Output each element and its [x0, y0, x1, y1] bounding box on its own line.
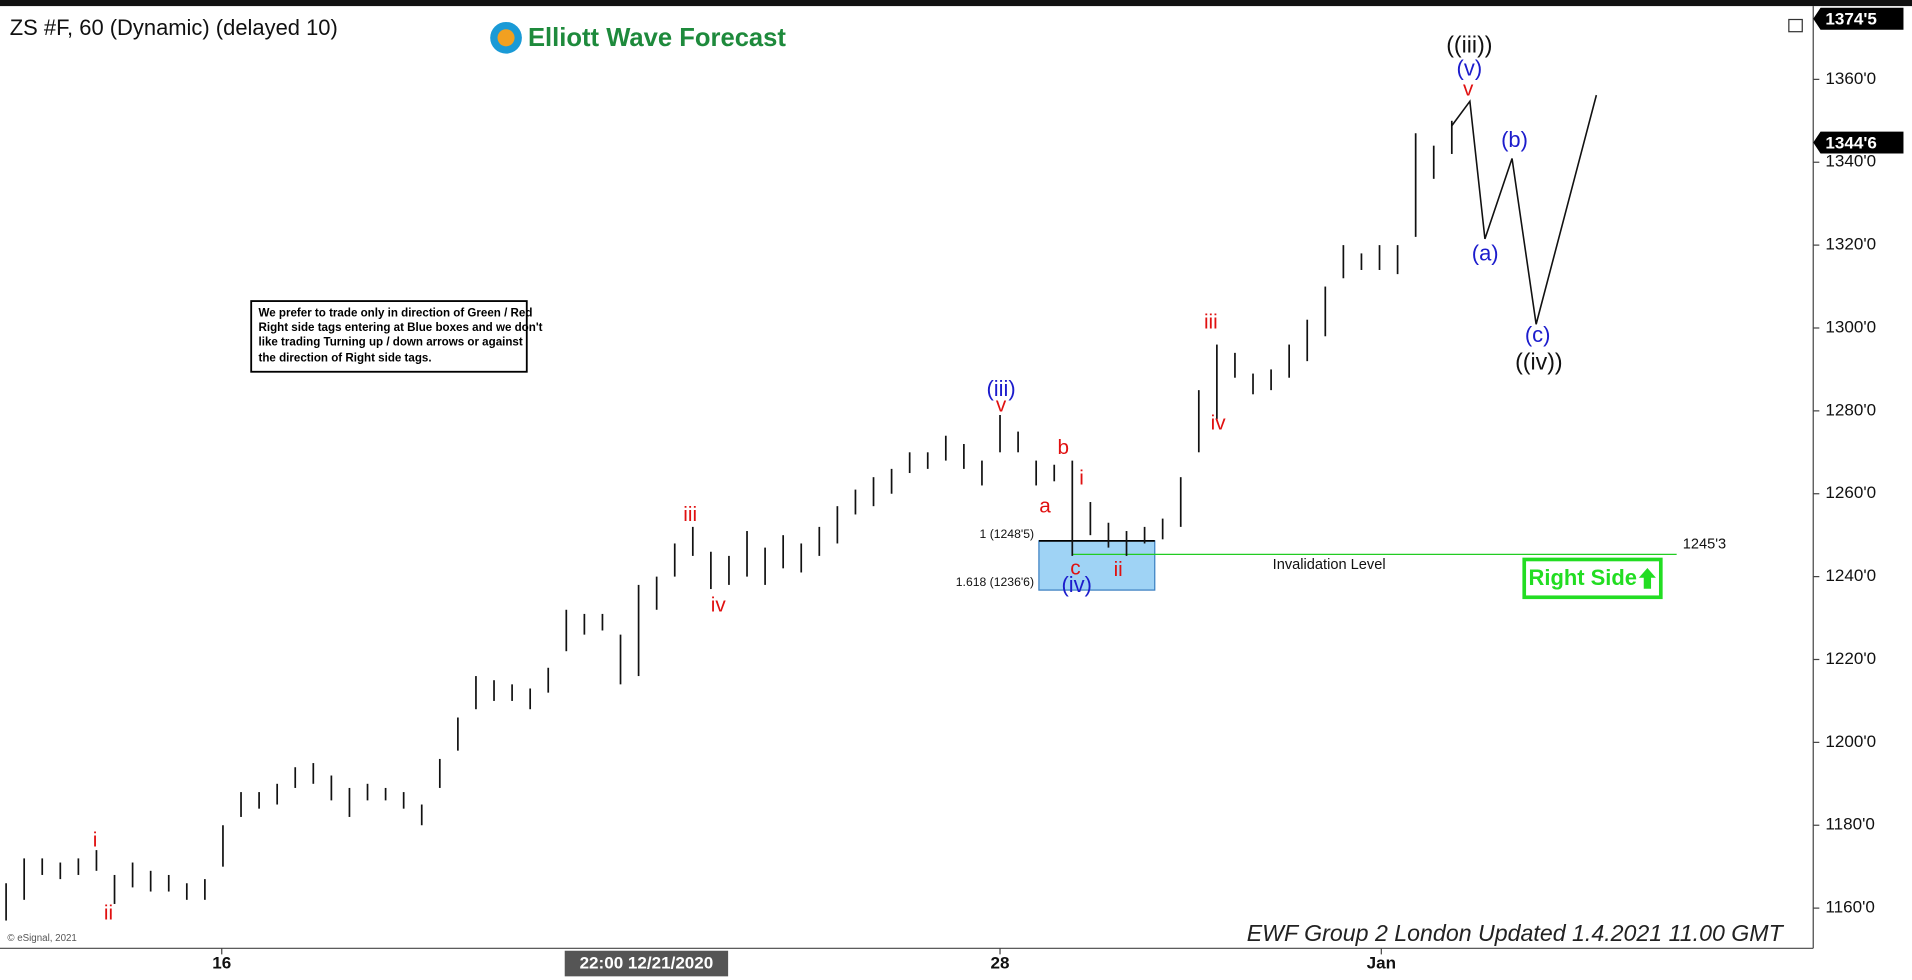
y-tick-label: 1280'0	[1825, 400, 1876, 419]
wave-label: iii	[1204, 310, 1218, 333]
note-box: We prefer to trade only in direction of …	[250, 300, 543, 373]
price-tag	[1813, 7, 1904, 30]
logo-text: Elliott Wave Forecast	[528, 24, 786, 52]
right-side-text: Right Side	[1529, 565, 1637, 590]
invalidation-value: 1245'3	[1683, 536, 1726, 552]
wave-label: v	[996, 393, 1007, 416]
x-tick-label: 16	[212, 954, 231, 973]
wave-label: (b)	[1501, 127, 1528, 152]
price-tag-label: 1374'5	[1825, 9, 1876, 28]
wave-label: (iii)	[986, 376, 1015, 401]
wave-label: (v)	[1457, 55, 1483, 80]
wave-label: (a)	[1472, 241, 1499, 266]
projection-path	[1451, 94, 1598, 325]
y-tick-label: 1180'0	[1825, 815, 1874, 834]
y-tick-label: 1320'0	[1825, 235, 1876, 254]
window-icon[interactable]	[1788, 18, 1803, 33]
y-tick-label: 1340'0	[1825, 152, 1876, 171]
logo: Elliott Wave Forecast	[490, 21, 786, 54]
wave-label: b	[1058, 436, 1070, 459]
crosshair-tag	[564, 950, 729, 977]
chart-title: ZS #F, 60 (Dynamic) (delayed 10)	[10, 15, 338, 40]
crosshair-label: 22:00 12/21/2020	[580, 954, 714, 973]
copyright: © eSignal, 2021	[7, 933, 77, 944]
up-arrow	[1638, 568, 1656, 589]
y-tick-label: 1220'0	[1825, 649, 1876, 668]
y-tick-label: 1240'0	[1825, 566, 1876, 585]
invalidation-text: Invalidation Level	[1273, 557, 1386, 573]
wave-label: iii	[683, 503, 697, 526]
wave-label: c	[1070, 557, 1080, 580]
price-tag-label: 1344'6	[1825, 133, 1876, 152]
note-line: the direction of Right side tags.	[259, 352, 432, 364]
note-line: We prefer to trade only in direction of …	[259, 307, 533, 319]
wave-label: (iv)	[1061, 572, 1091, 597]
wave-label: ((iv))	[1515, 348, 1563, 374]
y-tick-label: 1160'0	[1825, 898, 1874, 917]
price-tag	[1813, 131, 1904, 154]
right-side-frame	[1522, 557, 1663, 600]
right-side-tag: Right Side	[1522, 557, 1663, 600]
wave-label: i	[93, 829, 98, 852]
wave-label: a	[1039, 495, 1051, 518]
top-bar	[0, 0, 1912, 7]
note-line: like trading Turning up / down arrows or…	[259, 337, 523, 349]
wave-label: i	[1079, 467, 1084, 490]
wave-label: ((iii))	[1446, 31, 1492, 57]
wave-label: ii	[104, 902, 113, 925]
footer: EWF Group 2 London Updated 1.4.2021 11.0…	[1247, 920, 1785, 946]
y-tick-label: 1300'0	[1825, 317, 1876, 336]
wave-label: iv	[1211, 412, 1227, 435]
x-tick-label: Jan	[1367, 954, 1396, 973]
wave-label: v	[1463, 78, 1474, 101]
note-frame	[250, 300, 528, 373]
logo-icon-inner	[497, 29, 515, 47]
y-tick-label: 1200'0	[1825, 732, 1876, 751]
y-tick-label: 1260'0	[1825, 483, 1876, 502]
blue-box	[1038, 540, 1156, 591]
note-line: Right side tags entering at Blue boxes a…	[259, 322, 543, 334]
y-tick-label: 1360'0	[1825, 69, 1876, 88]
x-tick-label: 28	[991, 954, 1010, 973]
wave-label: iv	[711, 593, 727, 616]
box-level-label: 1 (1248'5)	[980, 527, 1035, 541]
wave-label: ii	[1114, 558, 1123, 581]
wave-label: (c)	[1525, 322, 1551, 347]
wave-labels: i ii iii iv (iii) v a b i c (iv) ii iii …	[93, 31, 1563, 924]
box-level-label: 1.618 (1236'6)	[956, 575, 1034, 589]
